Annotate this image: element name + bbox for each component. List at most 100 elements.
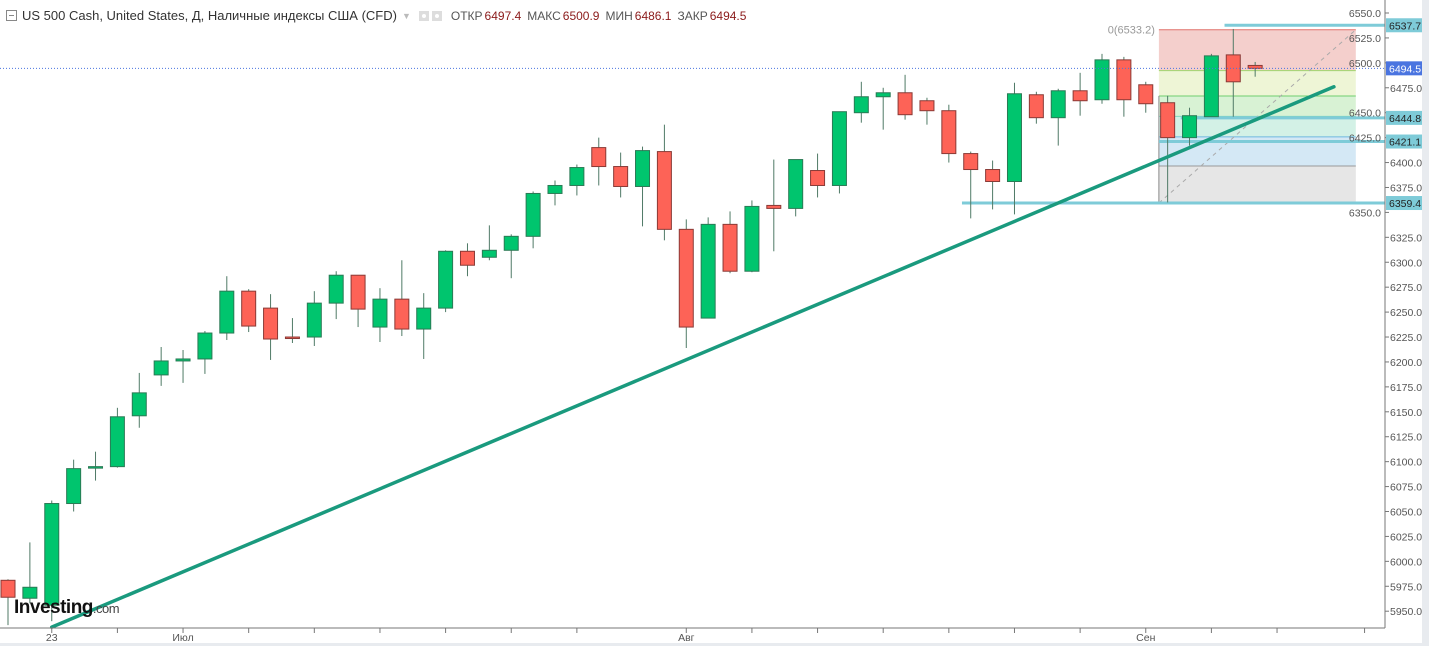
candle-body xyxy=(263,307,279,340)
candle-down xyxy=(0,579,16,626)
candle-down xyxy=(919,97,935,125)
candle-body xyxy=(569,167,585,186)
candle-body xyxy=(153,360,169,376)
candle-body xyxy=(591,147,607,168)
candle-body xyxy=(284,336,300,340)
time-axis[interactable]: 23 Июл Авг Сен xyxy=(46,628,1366,644)
candle-body xyxy=(875,92,891,98)
y-tick-label: 6450.0 xyxy=(1349,108,1381,120)
candle-down xyxy=(459,243,475,277)
candle-body xyxy=(1247,64,1263,69)
candle-body xyxy=(241,290,257,327)
candle-up xyxy=(306,291,322,346)
candle-body xyxy=(1138,84,1154,105)
candle-body xyxy=(394,298,410,330)
symbol-title[interactable]: US 500 Cash, United States, Д, Наличные … xyxy=(22,8,397,23)
candle-down xyxy=(1116,56,1132,117)
horizontal-lines[interactable] xyxy=(961,23,1385,205)
chevron-down-icon[interactable]: ▼ xyxy=(401,10,411,21)
candle-down xyxy=(1247,61,1263,77)
candle-body xyxy=(306,302,322,338)
high-label: МАКС xyxy=(527,8,561,23)
y-tick-label: 6225.0 xyxy=(1390,332,1422,344)
candle-body xyxy=(459,250,475,266)
candle-body xyxy=(416,307,432,330)
candle-up xyxy=(153,346,169,386)
trend-line[interactable] xyxy=(50,85,1336,629)
candle-body xyxy=(503,235,519,251)
y-tick-label: 6000.0 xyxy=(1390,556,1422,568)
y-tick-label: 6400.0 xyxy=(1390,158,1422,170)
candle-down xyxy=(722,211,738,274)
candle-up xyxy=(744,200,760,273)
candle-down xyxy=(656,124,672,241)
candle-down xyxy=(985,160,1001,210)
candle-body xyxy=(722,223,738,272)
fibonacci-retracement[interactable] xyxy=(1158,29,1357,204)
candle-body xyxy=(525,192,541,237)
candle-up xyxy=(831,111,847,194)
candle-body xyxy=(1072,90,1088,102)
candle-body xyxy=(1160,102,1176,139)
candle-down xyxy=(1028,91,1044,124)
candle-up xyxy=(525,191,541,249)
candle-body xyxy=(547,184,563,194)
y-tick-label: 6150.0 xyxy=(1390,407,1422,419)
candle-body xyxy=(1006,93,1022,182)
candle-body xyxy=(44,503,60,606)
fib-band xyxy=(1158,165,1356,204)
candle-body xyxy=(853,96,869,114)
candle-up xyxy=(88,451,104,481)
candle-down xyxy=(284,318,300,344)
y-tick-label: 6500.0 xyxy=(1349,58,1381,70)
candle-body xyxy=(963,153,979,171)
y-tick-label: 6375.0 xyxy=(1390,182,1422,194)
y-tick-label: 6475.0 xyxy=(1390,83,1422,95)
candle-up xyxy=(700,217,716,319)
candle-up xyxy=(328,271,344,320)
y-tick-label: 6075.0 xyxy=(1390,482,1422,494)
candle-up xyxy=(1182,107,1198,146)
candle-up xyxy=(109,407,125,468)
x-tick-label: Июл xyxy=(172,632,193,644)
candle-down xyxy=(1072,72,1088,116)
candle-up xyxy=(569,164,585,196)
fib-band xyxy=(1158,70,1356,96)
close-label: ЗАКР xyxy=(677,8,708,23)
right-scrollbar[interactable] xyxy=(1422,0,1429,646)
candle-body xyxy=(350,274,366,310)
candle-body xyxy=(0,579,16,598)
fib-band xyxy=(1158,95,1356,117)
candle-up xyxy=(788,159,804,217)
candle-up xyxy=(503,234,519,279)
hline-price-label-bg xyxy=(1386,134,1422,149)
y-tick-label: 6100.0 xyxy=(1390,457,1422,469)
chart-header: US 500 Cash, United States, Д, Наличные … xyxy=(6,8,746,23)
gear-icon[interactable] xyxy=(431,10,442,21)
candle-body xyxy=(66,468,82,505)
candle-body xyxy=(656,151,672,230)
collapse-icon[interactable] xyxy=(6,10,17,21)
hline-price-label: 6421.1 xyxy=(1389,137,1421,149)
candle-up xyxy=(197,331,213,374)
low-label: МИН xyxy=(605,8,633,23)
y-tick-label: 6325.0 xyxy=(1390,232,1422,244)
candle-up xyxy=(547,180,563,206)
candle-body xyxy=(897,92,913,116)
candle-body xyxy=(766,204,782,209)
candle-up xyxy=(416,293,432,359)
candle-down xyxy=(766,159,782,252)
price-axis[interactable]: 5950.0 5975.0 6000.0 6025.0 6050.0 6075.0 6100… xyxy=(1349,8,1422,618)
x-tick-label: Сен xyxy=(1136,632,1155,644)
candle-up xyxy=(175,349,191,383)
hline-price-label: 6359.4 xyxy=(1389,198,1421,210)
candle-body xyxy=(613,166,629,187)
candle-up xyxy=(219,276,235,341)
fib-band xyxy=(1158,116,1356,137)
candle-down xyxy=(394,260,410,337)
candle-body xyxy=(481,249,497,258)
candle-up xyxy=(22,542,38,604)
y-tick-label: 6125.0 xyxy=(1390,432,1422,444)
eye-icon[interactable] xyxy=(418,10,429,21)
